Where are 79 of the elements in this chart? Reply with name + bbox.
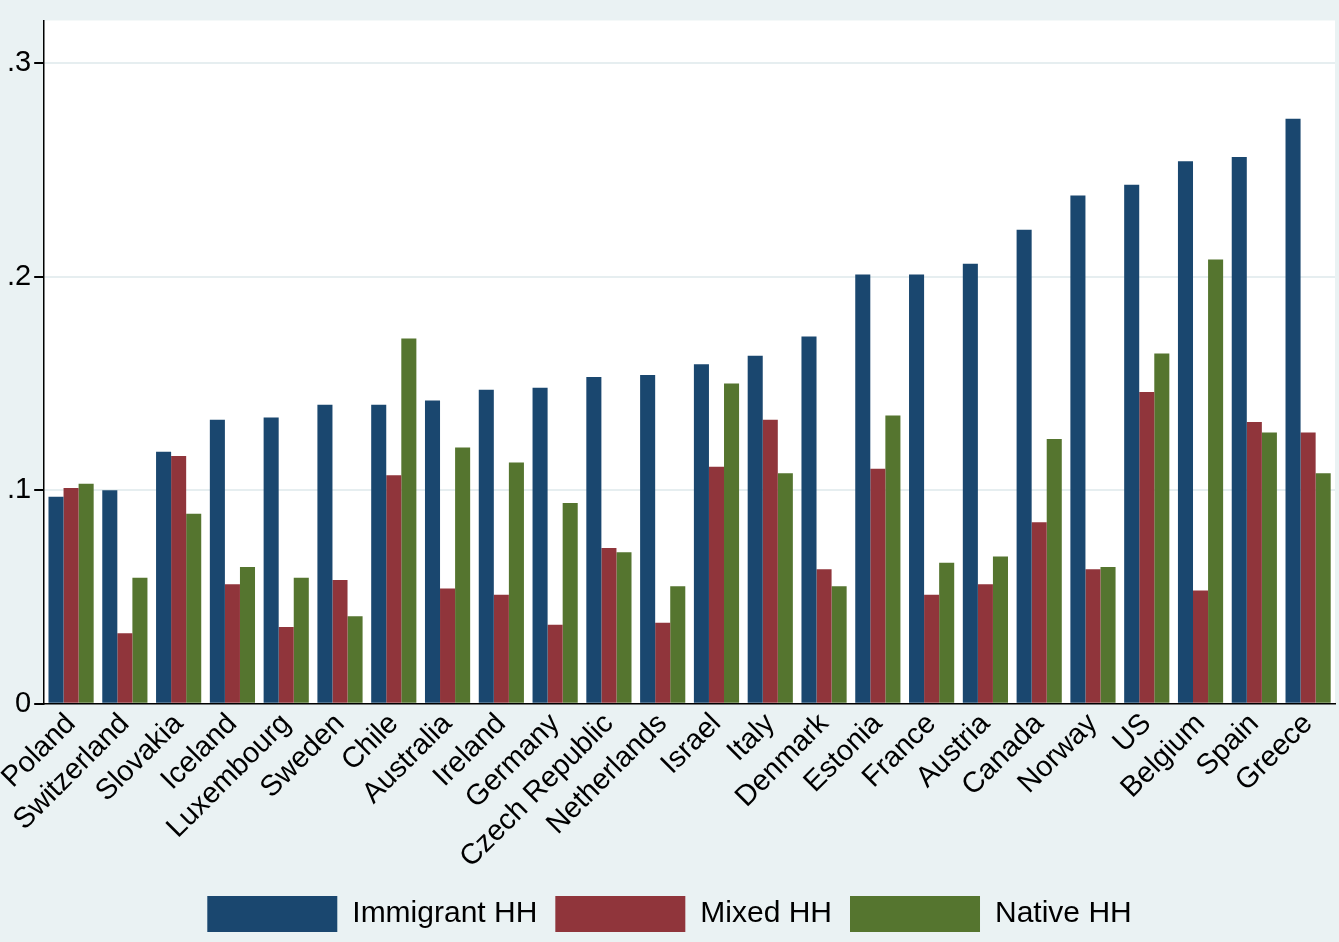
bar	[63, 488, 79, 703]
bar	[724, 383, 740, 703]
bar	[48, 496, 64, 703]
bar	[655, 622, 671, 703]
bar	[278, 626, 294, 703]
bar	[1031, 522, 1047, 703]
bar	[962, 263, 978, 703]
bar	[547, 624, 563, 703]
legend-label: Native HH	[995, 895, 1132, 929]
bar	[1315, 473, 1331, 703]
legend-label: Immigrant HH	[352, 895, 538, 929]
bar	[670, 586, 686, 703]
bar	[1070, 195, 1086, 703]
bar	[1193, 590, 1209, 703]
bar	[1100, 567, 1116, 703]
bar	[870, 468, 886, 703]
bar	[855, 274, 871, 703]
bar	[1231, 157, 1247, 703]
bar	[239, 567, 256, 703]
bar	[1285, 118, 1301, 703]
bar	[171, 456, 187, 703]
bar	[939, 562, 955, 703]
bar	[977, 584, 993, 703]
bar	[601, 547, 617, 703]
bar	[186, 513, 202, 703]
y-tick-label: 0	[15, 685, 32, 718]
bar	[371, 404, 387, 703]
bar	[708, 466, 725, 703]
bar	[831, 586, 847, 703]
bar	[102, 490, 118, 703]
bar	[1208, 259, 1224, 703]
bar	[263, 417, 279, 703]
y-tick-label: .1	[7, 472, 32, 505]
bar	[132, 577, 148, 703]
y-tick-label: .2	[7, 258, 32, 291]
bar	[156, 451, 172, 703]
bar	[909, 274, 925, 703]
bar	[1046, 438, 1062, 703]
bar	[1300, 432, 1316, 703]
bar	[508, 462, 524, 703]
bar	[532, 387, 548, 703]
bar	[562, 503, 578, 703]
bar	[317, 404, 333, 703]
bar	[332, 579, 348, 703]
bar	[1261, 432, 1277, 703]
bar	[1124, 184, 1140, 703]
bar	[1139, 391, 1155, 703]
legend-label: Mixed HH	[700, 895, 833, 929]
bar	[1085, 569, 1101, 703]
bar	[440, 588, 456, 703]
bar	[777, 473, 793, 703]
bar	[640, 374, 656, 703]
bar	[386, 475, 402, 703]
bar	[1177, 161, 1194, 703]
bar	[1246, 421, 1262, 703]
bar	[478, 389, 494, 703]
bar	[424, 400, 441, 703]
bar	[762, 419, 778, 703]
bar	[347, 616, 363, 703]
bar	[293, 577, 309, 703]
bar	[616, 552, 632, 703]
bar	[747, 355, 763, 703]
bar	[117, 633, 133, 703]
bar	[885, 415, 901, 703]
bar	[401, 338, 417, 703]
bar	[992, 556, 1008, 703]
bar	[924, 594, 940, 703]
bar	[78, 483, 94, 703]
bar	[455, 447, 471, 703]
bar	[493, 594, 509, 703]
bar	[586, 377, 602, 703]
bar	[1154, 353, 1170, 703]
y-tick-label: .3	[7, 45, 32, 78]
bar	[1016, 229, 1032, 703]
bar	[224, 584, 240, 703]
bar	[816, 569, 832, 703]
bar	[209, 419, 225, 703]
bar	[693, 364, 709, 703]
bar	[801, 336, 817, 703]
